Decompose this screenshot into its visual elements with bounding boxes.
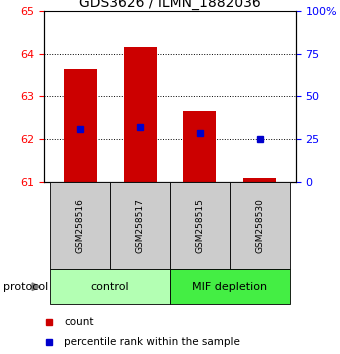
Title: GDS3626 / ILMN_1882036: GDS3626 / ILMN_1882036 (79, 0, 261, 10)
Bar (243, 178, 276, 182)
Text: GSM258517: GSM258517 (136, 198, 144, 253)
Bar (64, 69, 97, 182)
Bar (184, 112, 217, 182)
FancyBboxPatch shape (110, 182, 170, 269)
Text: MIF depletion: MIF depletion (192, 282, 268, 292)
FancyBboxPatch shape (50, 269, 170, 304)
FancyBboxPatch shape (230, 182, 290, 269)
FancyBboxPatch shape (170, 182, 230, 269)
Text: GSM258516: GSM258516 (75, 198, 85, 253)
Text: count: count (64, 317, 94, 327)
Bar (123, 47, 156, 182)
Text: control: control (91, 282, 130, 292)
Text: percentile rank within the sample: percentile rank within the sample (64, 337, 240, 347)
FancyBboxPatch shape (50, 182, 110, 269)
Text: protocol: protocol (3, 282, 49, 292)
FancyBboxPatch shape (170, 269, 290, 304)
Text: GSM258530: GSM258530 (255, 198, 265, 253)
Text: GSM258515: GSM258515 (195, 198, 204, 253)
